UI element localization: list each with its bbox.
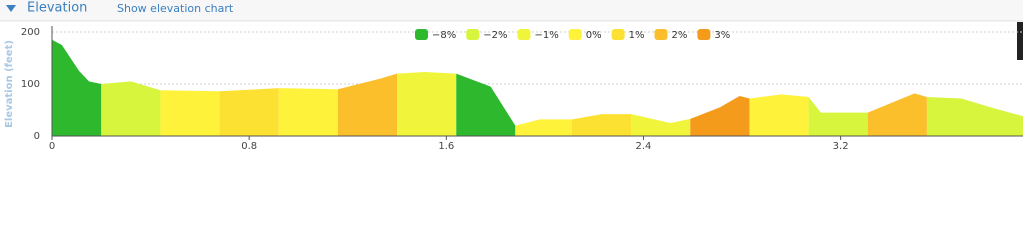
legend-label: −1%: [535, 30, 559, 41]
legend-label: −8%: [432, 30, 456, 41]
y-tick-label: 0: [34, 131, 40, 142]
y-tick-label: 100: [21, 79, 40, 90]
y-axis-title: Elevation (feet): [4, 40, 15, 128]
x-tick-label: 3.2: [833, 141, 849, 152]
legend-label: 2%: [672, 30, 688, 41]
x-tick-label: 2.4: [636, 141, 652, 152]
x-tick-label: 0.8: [241, 141, 257, 152]
elevation-area: [690, 95, 750, 136]
header-bar: [0, 0, 1023, 21]
legend-swatch: [466, 29, 480, 40]
elevation-area: [337, 73, 927, 136]
legend-swatch: [415, 29, 428, 40]
scrollbar: [1017, 22, 1023, 60]
legend-label: 3%: [714, 30, 730, 41]
legend-label: −2%: [483, 30, 507, 41]
legend-swatch: [654, 29, 668, 40]
elevation-area: [160, 88, 809, 136]
legend-label: 1%: [629, 30, 645, 41]
legend-swatch: [697, 29, 711, 40]
elevation-area: [101, 81, 1023, 136]
show-chart-link[interactable]: Show elevation chart: [117, 2, 234, 15]
legend-swatch: [568, 29, 582, 40]
legend-swatch: [517, 29, 531, 40]
collapse-toggle[interactable]: [6, 5, 16, 12]
x-tick-label: 1.6: [438, 141, 454, 152]
y-tick-label: 200: [21, 27, 40, 38]
legend-swatch: [611, 29, 625, 40]
x-tick-label: 0: [49, 141, 55, 152]
elevation-area: [52, 39, 516, 136]
page: Elevation Show elevation chart Elevation…: [0, 0, 1023, 152]
section-title: Elevation: [27, 1, 87, 16]
elevation-area: [219, 88, 632, 136]
elevation-area: [397, 72, 691, 136]
legend: −8% −2% −1% 0% 1% 2% 3%: [415, 29, 730, 41]
elevation-panel: Elevation Show elevation chart Elevation…: [0, 0, 1023, 152]
legend-label: 0%: [586, 30, 602, 41]
